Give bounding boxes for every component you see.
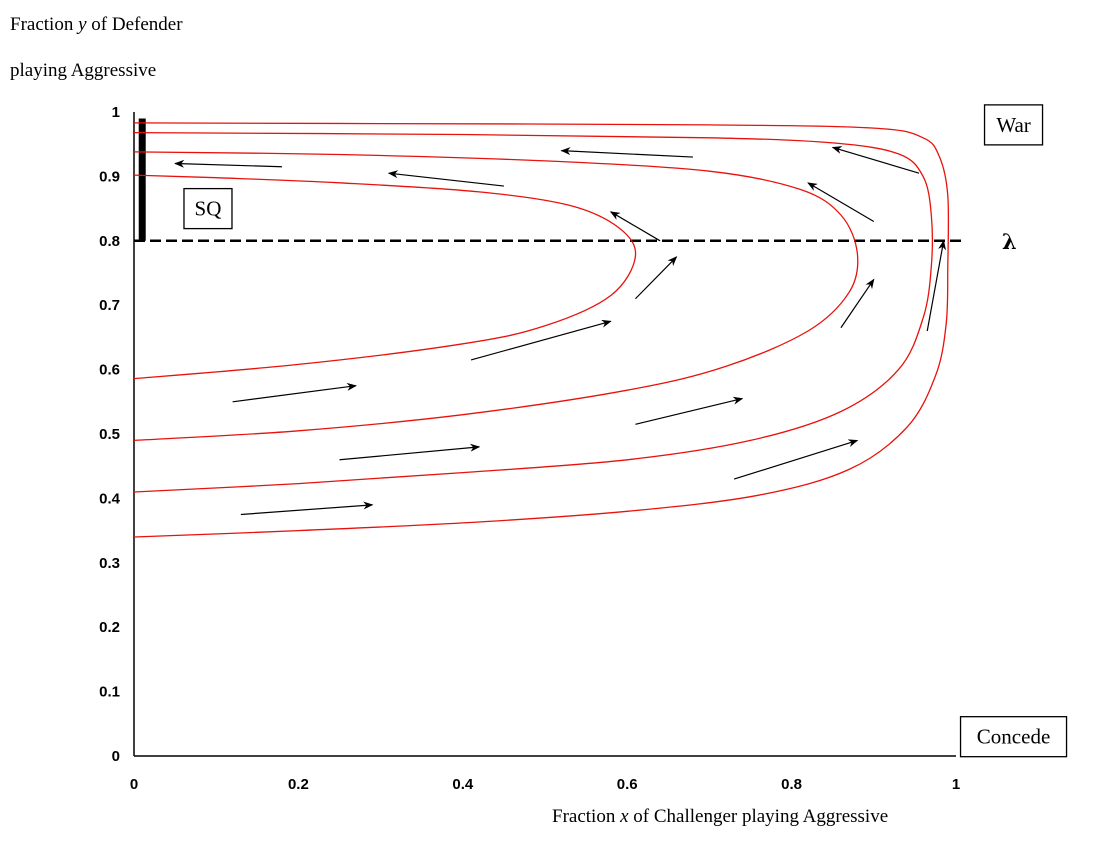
region-label-concede: Concede bbox=[959, 716, 1068, 758]
y-axis-label-prefix: Fraction bbox=[10, 14, 79, 35]
y-tick-label: 0.3 bbox=[99, 555, 120, 572]
x-tick-label: 0 bbox=[130, 776, 138, 793]
region-label-text: Concede bbox=[977, 725, 1050, 749]
y-tick-label: 0.5 bbox=[99, 426, 120, 443]
flow-arrow bbox=[609, 211, 661, 242]
flow-arrow bbox=[733, 439, 859, 480]
region-label-box bbox=[959, 716, 1068, 758]
y-axis-label-line-2: playing Aggressive bbox=[10, 60, 157, 81]
y-tick-label: 0.7 bbox=[99, 297, 120, 314]
x-tick-label: 0.6 bbox=[617, 776, 638, 793]
flow-arrow bbox=[807, 182, 875, 222]
axes bbox=[133, 112, 956, 757]
trajectory-curve-3 bbox=[133, 131, 933, 493]
lambda-label: λ bbox=[1002, 229, 1017, 254]
y-tick-label: 0.9 bbox=[99, 168, 120, 185]
region-label-box bbox=[983, 104, 1044, 146]
threshold-line-group: λ bbox=[134, 118, 1017, 254]
y-tick-label: 0 bbox=[112, 748, 120, 765]
flow-arrow bbox=[240, 501, 374, 516]
trajectory-curve-2 bbox=[133, 151, 859, 442]
y-axis-label-line-1: Fraction y of Defender bbox=[10, 14, 183, 36]
x-tick-label: 1 bbox=[952, 776, 960, 793]
trajectory-curve-4 bbox=[133, 122, 950, 538]
tick-labels: 0 0.2 0.4 0.6 0.8 1 0 0.1 0.2 0.3 0.4 0.5 0.6 0.7 0.8 0… bbox=[99, 104, 960, 793]
trajectory-curve-1 bbox=[133, 174, 637, 380]
region-label-text: SQ bbox=[195, 197, 222, 221]
y-tick-label: 0.6 bbox=[99, 362, 120, 379]
x-tick-label: 0.4 bbox=[452, 776, 474, 793]
y-tick-label: 0.4 bbox=[99, 490, 121, 507]
x-tick-label: 0.2 bbox=[288, 776, 309, 793]
flow-arrow bbox=[840, 278, 875, 329]
flow-arrow bbox=[926, 239, 946, 332]
trajectory-curves bbox=[133, 122, 950, 538]
flow-arrow bbox=[831, 146, 920, 174]
region-label-war: War bbox=[983, 104, 1044, 146]
x-axis-label: Fraction x of Challenger playing Aggress… bbox=[552, 806, 888, 828]
y-axis-label-suffix: of Defender bbox=[86, 14, 183, 35]
flow-arrows bbox=[174, 146, 946, 516]
flow-arrow bbox=[232, 382, 357, 403]
x-axis-label-suffix: of Challenger playing Aggressive bbox=[628, 806, 889, 827]
flow-arrow bbox=[634, 256, 678, 300]
flow-arrow bbox=[339, 443, 481, 461]
y-axis-label-variable: y bbox=[78, 14, 87, 35]
region-labels: War SQ Concede bbox=[183, 104, 1068, 758]
y-tick-label: 0.8 bbox=[99, 233, 120, 250]
y-tick-label: 0.2 bbox=[99, 619, 120, 636]
flow-arrow bbox=[174, 159, 282, 168]
x-tick-label: 0.8 bbox=[781, 776, 802, 793]
flow-arrow bbox=[560, 147, 693, 158]
region-label-text: War bbox=[996, 113, 1030, 137]
x-axis-label-prefix: Fraction bbox=[552, 806, 621, 827]
x-axis-label-variable: x bbox=[620, 806, 629, 827]
region-label-box bbox=[183, 187, 233, 230]
y-tick-label: 1 bbox=[112, 104, 120, 121]
flow-arrow bbox=[470, 319, 612, 361]
y-tick-label: 0.1 bbox=[99, 684, 120, 701]
flow-arrow bbox=[387, 170, 504, 187]
flow-arrow bbox=[635, 396, 744, 425]
region-label-sq: SQ bbox=[183, 187, 233, 230]
